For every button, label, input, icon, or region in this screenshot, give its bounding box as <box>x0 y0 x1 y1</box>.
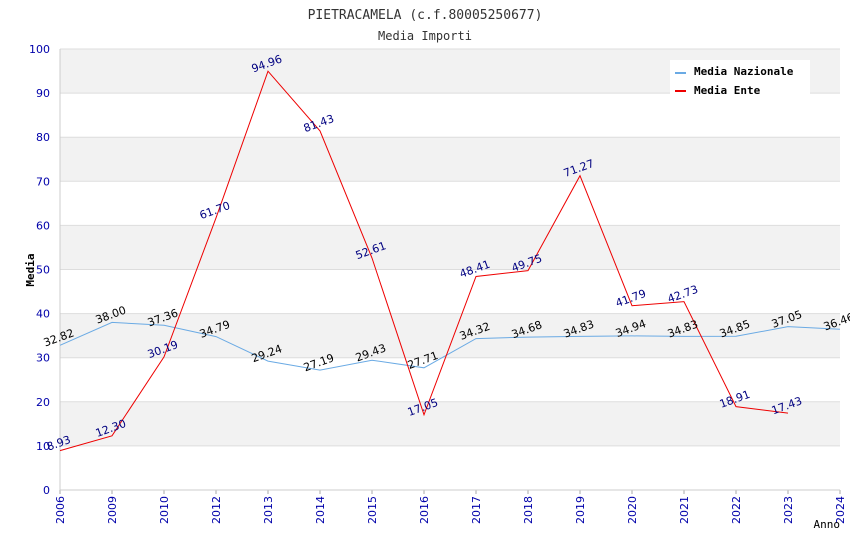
legend-label-media-nazionale: Media Nazionale <box>694 65 794 78</box>
grid-band <box>60 313 840 358</box>
series-line-media-nazionale <box>59 321 841 371</box>
chart-title: PIETRACAMELA (c.f.80005250677) <box>308 8 543 23</box>
y-tick-label: 80 <box>36 131 50 144</box>
legend-label-media-ente: Media Ente <box>694 84 761 97</box>
chart-subtitle: Media Importi <box>378 29 472 43</box>
x-tick-label: 2017 <box>470 496 483 524</box>
x-tick-label: 2023 <box>782 496 795 524</box>
x-tick-label: 2016 <box>418 496 431 524</box>
gridlines <box>59 48 841 494</box>
x-tick-label: 2006 <box>54 496 67 524</box>
y-tick-label: 60 <box>36 219 50 232</box>
data-label: 8.93 <box>45 433 72 454</box>
x-tick-labels: 2006 2009 2010 2012 2013 2014 2015 2016 2017 2018… <box>54 496 847 524</box>
series-layer <box>59 70 841 452</box>
data-label: 61.70 <box>198 199 232 222</box>
y-tick-label: 70 <box>36 175 50 188</box>
data-label: 42.73 <box>666 283 700 306</box>
grid-band <box>60 225 840 270</box>
x-tick-label: 2020 <box>626 496 639 524</box>
x-tick-label: 2021 <box>678 496 691 524</box>
x-axis-label: Anno <box>814 518 841 531</box>
x-tick-label: 2018 <box>522 496 535 524</box>
x-tick-label: 2010 <box>158 496 171 524</box>
x-tick-label: 2014 <box>314 496 327 524</box>
y-tick-label: 0 <box>43 484 50 497</box>
x-tick-label: 2013 <box>262 496 275 524</box>
x-tick-label: 2024 <box>834 496 847 524</box>
grid-band <box>60 137 840 182</box>
x-tick-label: 2019 <box>574 496 587 524</box>
legend: Media Nazionale Media Ente <box>670 60 810 97</box>
x-tick-label: 2015 <box>366 496 379 524</box>
y-tick-labels: 0 10 20 30 40 50 60 70 80 90 100 <box>29 43 50 497</box>
plot-background-bands <box>60 49 840 446</box>
y-tick-label: 40 <box>36 308 50 321</box>
grid-band <box>60 401 840 446</box>
x-tick-label: 2012 <box>210 496 223 524</box>
data-label: 41.79 <box>614 287 648 310</box>
y-axis-label: Media <box>24 253 37 286</box>
y-tick-label: 10 <box>36 440 50 453</box>
y-tick-label: 100 <box>29 43 50 56</box>
y-tick-label: 30 <box>36 352 50 365</box>
legend-box <box>670 60 810 96</box>
y-tick-label: 90 <box>36 87 50 100</box>
x-tick-label: 2009 <box>106 496 119 524</box>
series-line-media-ente <box>59 70 789 452</box>
x-tick-label: 2022 <box>730 496 743 524</box>
y-tick-label: 20 <box>36 396 50 409</box>
y-tick-label: 50 <box>36 264 50 277</box>
